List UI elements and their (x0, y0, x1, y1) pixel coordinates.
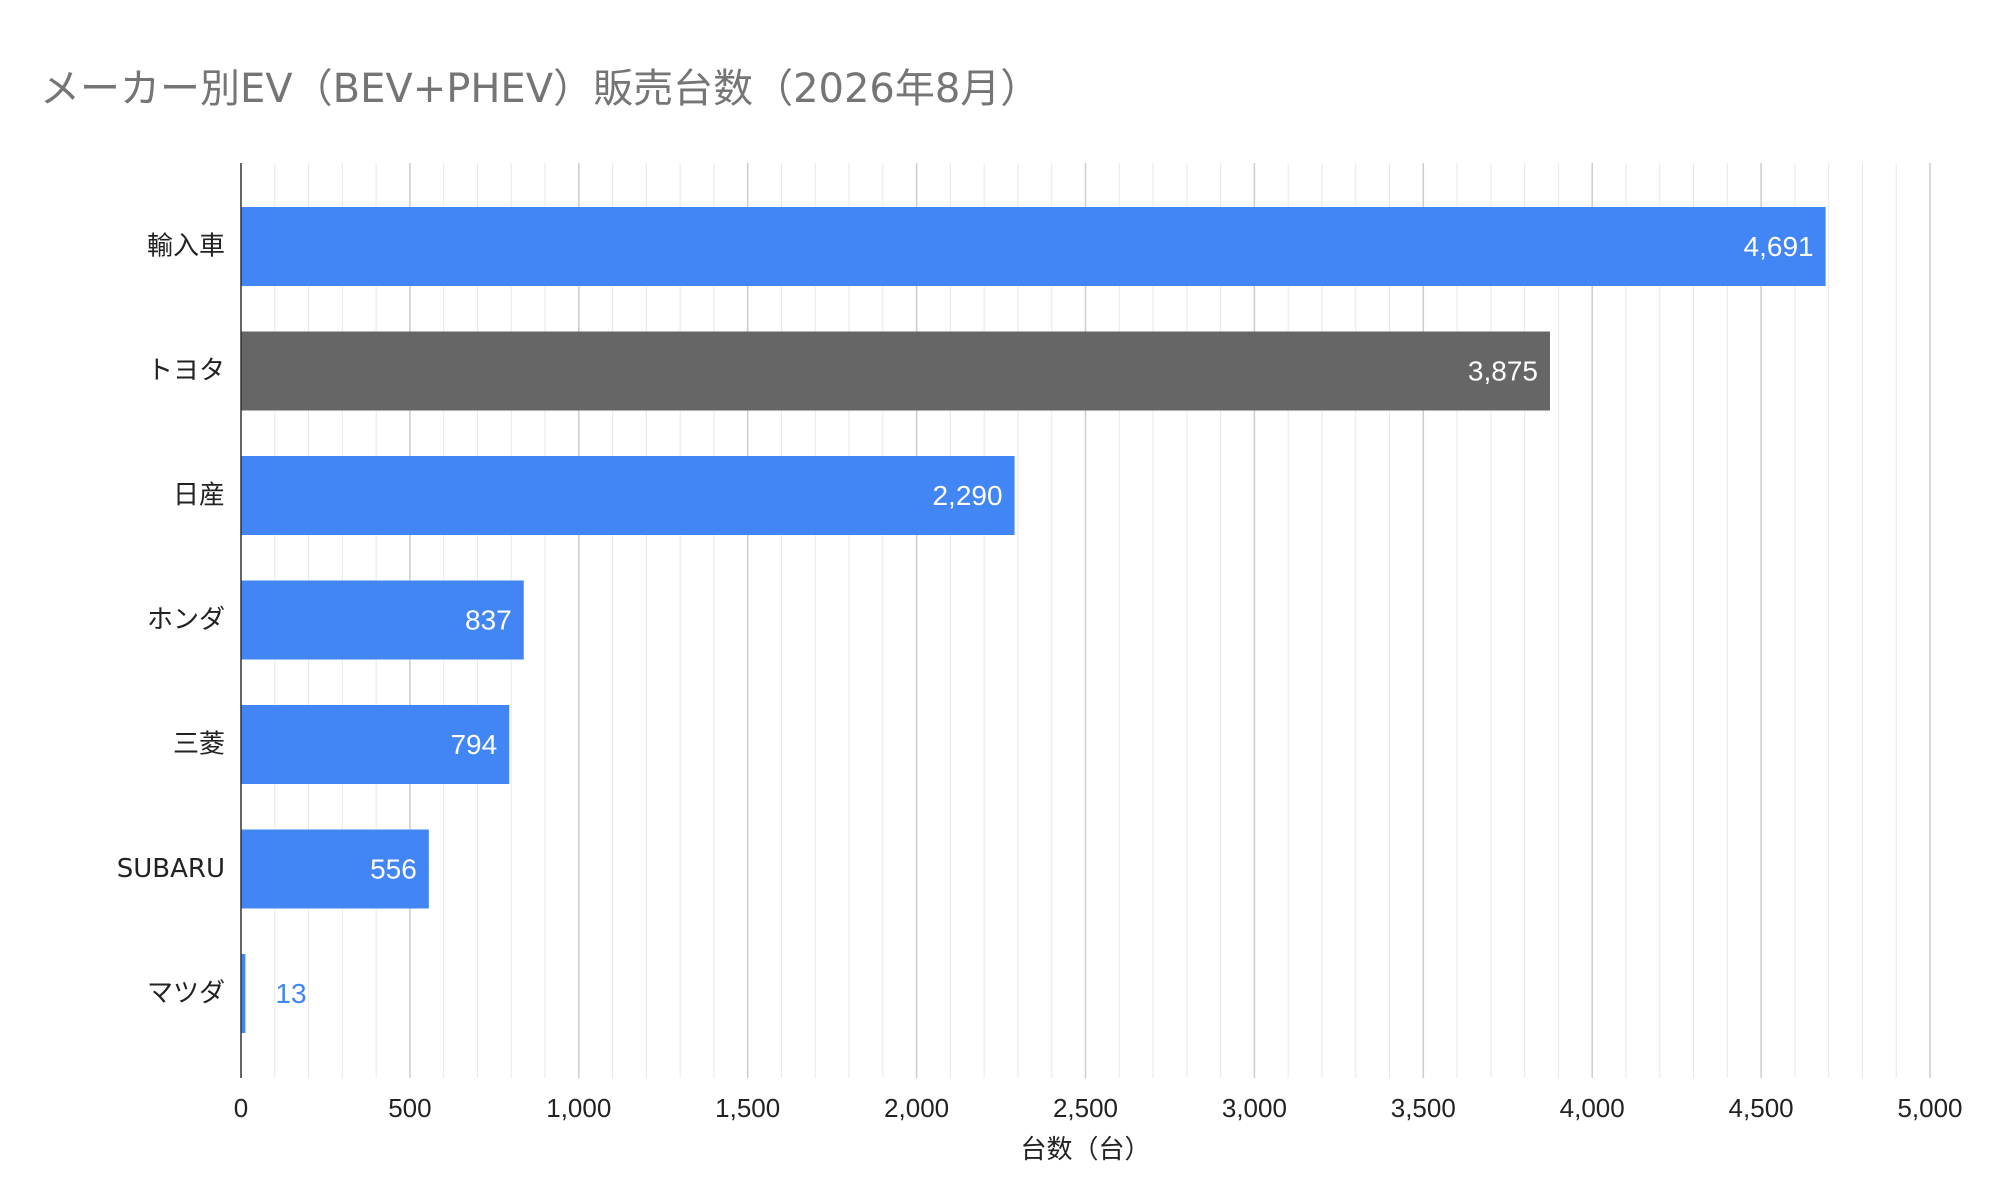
x-tick-label: 4,000 (1560, 1093, 1625, 1123)
x-tick-label: 500 (388, 1093, 431, 1123)
category-label-7: マツダ (147, 979, 225, 1009)
data-label-2: 3,875 (1468, 356, 1538, 387)
category-label-5: 三菱 (173, 730, 225, 760)
category-label-2: トヨタ (147, 356, 225, 386)
bar-2 (241, 331, 1550, 411)
data-label-3: 2,290 (932, 480, 1002, 511)
x-tick-label: 4,500 (1729, 1093, 1794, 1123)
category-label-1: 輸入車 (147, 232, 225, 262)
x-tick-labels: 0 500 1,000 1,500 2,000 2,500 3,000 3,500 4,000 4… (234, 1093, 1963, 1123)
bar-7 (241, 954, 246, 1033)
data-label-5: 794 (450, 729, 497, 760)
bar-3 (241, 456, 1015, 535)
category-label-3: 日産 (173, 481, 225, 511)
data-label-1: 4,691 (1744, 231, 1814, 262)
x-tick-label: 2,500 (1053, 1093, 1118, 1123)
bars (241, 207, 1826, 1033)
chart-title: メーカー別EV（BEV+PHEV）販売台数（2026年8月） (40, 66, 1041, 112)
data-label-6: 556 (370, 854, 417, 885)
x-tick-label: 3,000 (1222, 1093, 1287, 1123)
x-tick-label: 5,000 (1897, 1093, 1962, 1123)
data-labels: 4,691 3,875 2,290 837 794 556 13 (275, 231, 1813, 1009)
x-axis-title: 台数（台） (1020, 1135, 1150, 1165)
category-label-6: SUBARU (117, 854, 225, 884)
x-tick-label: 1,000 (546, 1093, 611, 1123)
bar-1 (241, 207, 1826, 286)
x-tick-label: 2,000 (884, 1093, 949, 1123)
x-tick-label: 0 (234, 1093, 248, 1123)
x-tick-label: 3,500 (1391, 1093, 1456, 1123)
bar-6 (241, 829, 429, 909)
data-label-7: 13 (275, 978, 306, 1009)
bar-5 (241, 705, 510, 784)
x-tick-label: 1,500 (715, 1093, 780, 1123)
bar-4 (241, 580, 524, 660)
category-label-4: ホンダ (147, 605, 225, 635)
gridlines (274, 163, 1931, 1078)
data-label-4: 837 (465, 605, 512, 636)
